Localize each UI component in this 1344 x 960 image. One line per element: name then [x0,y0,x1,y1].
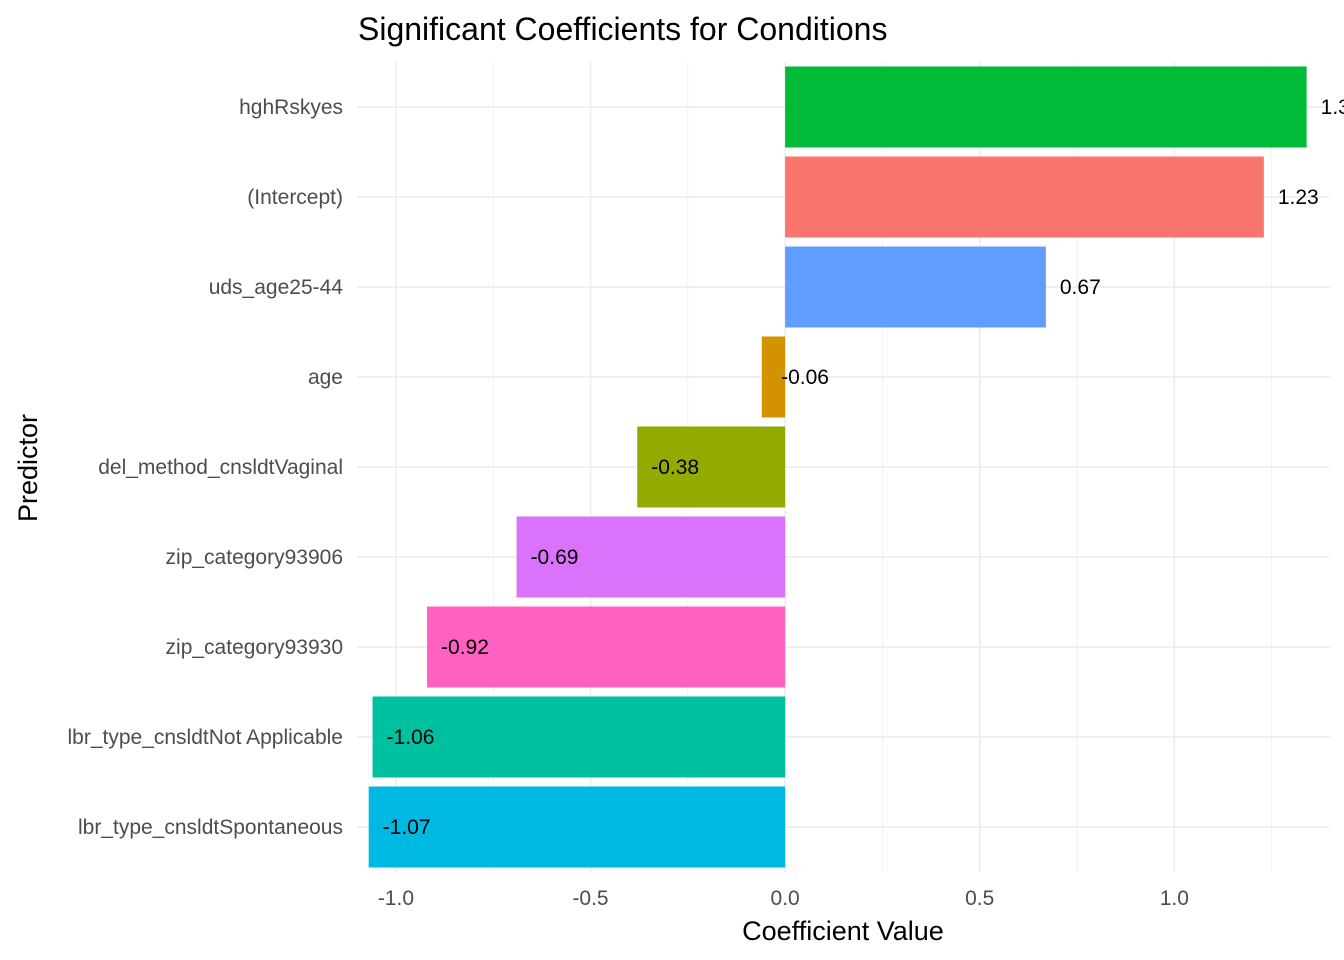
x-tick-label: -0.5 [572,887,608,910]
y-tick-label: lbr_type_cnsldtSpontaneous [78,816,343,839]
x-tick-label: 1.0 [1160,887,1189,910]
x-axis-tick-labels: -1.0 -0.5 0.0 0.5 1.0 [378,887,1189,910]
bar-value-label: 0.67 [1060,276,1101,299]
chart-title: Significant Coefficients for Conditions [358,11,887,47]
y-tick-label: zip_category93906 [166,546,343,569]
y-tick-label: (Intercept) [247,186,343,209]
bar-value-label: 1.23 [1278,186,1319,209]
bar [372,696,786,778]
bar [637,426,786,508]
x-tick-label: 0.0 [771,887,800,910]
bar-value-label: -1.07 [383,816,431,839]
y-axis-title: Predictor [13,414,43,522]
bar-value-label: -0.38 [651,456,699,479]
bar [785,246,1046,328]
bar-value-label: -1.06 [387,726,435,749]
y-tick-label: hghRskyes [239,96,343,119]
bar [516,516,786,598]
x-tick-label: -1.0 [378,887,414,910]
y-tick-label: age [308,366,343,389]
y-tick-label: del_method_cnsldtVaginal [98,456,343,479]
x-axis-title: Coefficient Value [742,916,944,946]
y-tick-label: lbr_type_cnsldtNot Applicable [67,726,343,749]
bars-group [368,66,1307,868]
bar-value-label: 1.3 [1321,96,1344,119]
bar-value-label: -0.69 [531,546,579,569]
y-tick-label: uds_age25-44 [209,276,344,299]
bar [785,156,1264,238]
bar [785,66,1307,148]
bar [368,786,786,868]
data-labels-group: 1.3 1.23 0.67 -0.06 -0.38 -0.69 -0.92 -1.06 -1.0… [383,96,1344,839]
bar [427,606,786,688]
x-tick-label: 0.5 [965,887,994,910]
bar [761,336,786,418]
y-tick-label: zip_category93930 [166,636,343,659]
bar-value-label: -0.92 [441,636,489,659]
bar-value-label: -0.06 [781,366,829,389]
